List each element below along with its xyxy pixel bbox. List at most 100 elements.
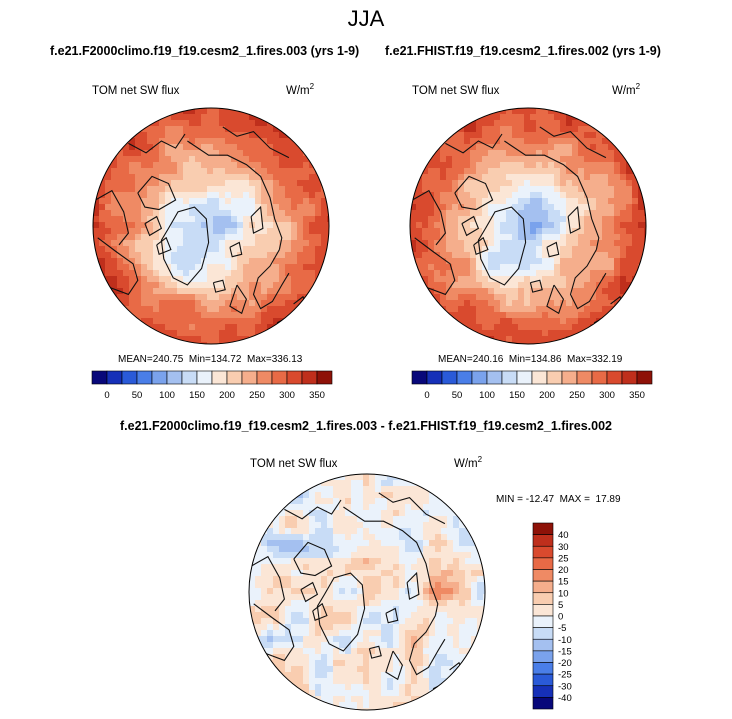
diff-coastline: [293, 541, 333, 577]
diff-field-cell: [279, 528, 286, 535]
right-field-cell: [422, 168, 429, 175]
left-field-cell: [171, 318, 178, 325]
diff-field-cell: [405, 678, 412, 685]
diff-field-cell: [339, 654, 346, 661]
left-field-cell: [291, 228, 298, 235]
diff-field-cell: [357, 534, 364, 541]
diff-field-cell: [321, 504, 328, 511]
right-field-cell: [590, 216, 597, 223]
right-field-cell: [470, 246, 477, 253]
diff-field-cell: [381, 654, 388, 661]
diff-field-cell: [303, 498, 310, 505]
right-field-cell: [488, 294, 495, 301]
right-colorbar-box: [606, 370, 623, 385]
left-field-cell: [291, 276, 298, 283]
diff-field-cell: [273, 570, 280, 577]
diff-field-cell: [321, 678, 328, 685]
left-field-cell: [135, 270, 142, 277]
right-field-cell: [536, 222, 543, 229]
right-field-cell: [644, 192, 646, 199]
right-field-cell: [512, 330, 519, 337]
diff-field-cell: [465, 648, 472, 655]
diff-field-cell: [405, 516, 412, 523]
diff-field-cell: [315, 624, 322, 631]
diff-field-cell: [345, 516, 352, 523]
left-field-cell: [183, 330, 190, 337]
diff-field-cell: [429, 564, 436, 571]
right-field-cell: [548, 264, 555, 271]
right-field-cell: [482, 222, 489, 229]
left-field-cell: [249, 216, 256, 223]
diff-field-cell: [399, 690, 406, 697]
right-field-cell: [554, 126, 561, 133]
left-field-cell: [141, 204, 148, 211]
diff-field-cell: [375, 630, 382, 637]
diff-colorbar-box: [532, 697, 554, 710]
right-field-cell: [428, 216, 435, 223]
left-field-cell: [207, 150, 214, 157]
diff-field-cell: [345, 510, 352, 517]
right-field-cell: [548, 222, 555, 229]
left-colorbar-tick-label: 300: [279, 390, 295, 401]
diff-field-cell: [345, 564, 352, 571]
left-field-cell: [303, 210, 310, 217]
left-field-cell: [249, 258, 256, 265]
diff-field-cell: [447, 582, 454, 589]
diff-field-cell: [297, 654, 304, 661]
left-field-cell: [309, 174, 316, 181]
right-field-cell: [506, 180, 513, 187]
diff-field-cell: [327, 594, 334, 601]
right-field-cell: [500, 204, 507, 211]
left-field-cell: [189, 252, 196, 259]
right-field-cell: [434, 174, 441, 181]
left-field-cell: [147, 138, 154, 145]
right-field-cell: [530, 126, 537, 133]
diff-field-cell: [429, 666, 436, 673]
right-field-cell: [446, 192, 453, 199]
left-field-cell: [189, 330, 196, 337]
left-field-cell: [243, 330, 250, 337]
diff-field-cell: [447, 516, 454, 523]
right-field-cell: [614, 246, 621, 253]
left-field-cell: [153, 174, 160, 181]
diff-field-cell: [471, 600, 478, 607]
diff-field-cell: [351, 534, 358, 541]
left-field-cell: [225, 294, 232, 301]
left-field-cell: [177, 150, 184, 157]
right-field-cell: [536, 156, 543, 163]
right-field-cell: [500, 162, 507, 169]
left-field-cell: [225, 156, 232, 163]
diff-field-cell: [333, 510, 340, 517]
right-field-cell: [590, 270, 597, 277]
right-field-cell: [530, 108, 537, 115]
left-field-cell: [135, 132, 142, 139]
right-field-cell: [512, 144, 519, 151]
right-field-cell: [572, 132, 579, 139]
diff-field-cell: [393, 606, 400, 613]
diff-colorbar-box: [532, 592, 554, 605]
left-field-cell: [171, 174, 178, 181]
left-field-cell: [147, 126, 154, 133]
diff-field-cell: [399, 492, 406, 499]
diff-field-cell: [279, 558, 286, 565]
diff-field-cell: [279, 564, 286, 571]
left-field-cell: [297, 186, 304, 193]
left-field-cell: [255, 216, 262, 223]
right-field-cell: [428, 258, 435, 265]
left-field-cell: [261, 312, 268, 319]
left-field-cell: [219, 222, 226, 229]
left-field-cell: [177, 282, 184, 289]
diff-field-cell: [441, 660, 448, 667]
right-field-cell: [446, 318, 453, 325]
right-field-cell: [632, 192, 639, 199]
diff-field-cell: [387, 618, 394, 625]
right-field-cell: [572, 258, 579, 265]
right-field-cell: [440, 270, 447, 277]
diff-field-cell: [321, 540, 328, 547]
diff-field-cell: [315, 516, 322, 523]
left-field-cell: [315, 270, 322, 277]
diff-field-cell: [315, 588, 322, 595]
right-field-cell: [476, 312, 483, 319]
right-field-cell: [584, 312, 591, 319]
diff-field-cell: [339, 600, 346, 607]
